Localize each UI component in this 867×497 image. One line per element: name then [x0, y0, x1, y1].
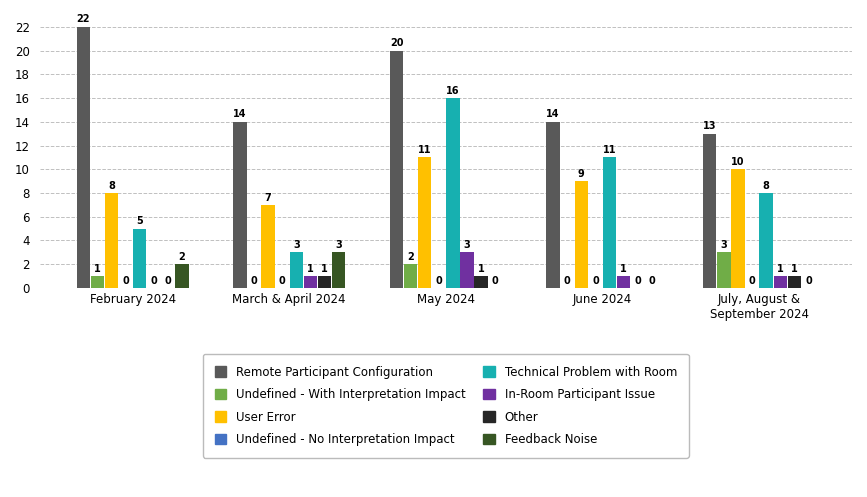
Text: 0: 0: [122, 276, 129, 286]
Text: 14: 14: [233, 109, 247, 119]
Text: 1: 1: [94, 264, 101, 274]
Text: 0: 0: [492, 276, 499, 286]
Text: 0: 0: [564, 276, 570, 286]
Text: 0: 0: [435, 276, 442, 286]
Bar: [546, 122, 560, 288]
Bar: [133, 229, 147, 288]
Text: 1: 1: [321, 264, 328, 274]
Bar: [332, 252, 345, 288]
Bar: [418, 158, 432, 288]
Bar: [759, 193, 772, 288]
Bar: [617, 276, 630, 288]
Text: 1: 1: [307, 264, 314, 274]
Text: 0: 0: [592, 276, 599, 286]
Text: 11: 11: [603, 145, 616, 155]
Text: 0: 0: [251, 276, 257, 286]
Text: 7: 7: [264, 192, 271, 202]
Text: 9: 9: [578, 169, 584, 179]
Text: 0: 0: [649, 276, 655, 286]
Bar: [175, 264, 189, 288]
Text: 8: 8: [763, 180, 770, 191]
Text: 3: 3: [336, 240, 342, 250]
Text: 8: 8: [108, 180, 115, 191]
Text: 0: 0: [165, 276, 172, 286]
Text: 3: 3: [293, 240, 300, 250]
Bar: [390, 51, 403, 288]
Bar: [460, 252, 473, 288]
Bar: [603, 158, 616, 288]
Text: 1: 1: [791, 264, 798, 274]
Bar: [773, 276, 787, 288]
Text: 22: 22: [76, 14, 90, 24]
Text: 3: 3: [720, 240, 727, 250]
Text: 1: 1: [478, 264, 485, 274]
Text: 0: 0: [150, 276, 157, 286]
Text: 0: 0: [749, 276, 755, 286]
Text: 13: 13: [703, 121, 716, 131]
Bar: [474, 276, 488, 288]
Bar: [290, 252, 303, 288]
Bar: [303, 276, 317, 288]
Text: 5: 5: [136, 216, 143, 226]
Bar: [447, 98, 460, 288]
Text: 0: 0: [805, 276, 812, 286]
Legend: Remote Participant Configuration, Undefined - With Interpretation Impact, User E: Remote Participant Configuration, Undefi…: [203, 354, 689, 458]
Text: 0: 0: [635, 276, 641, 286]
Text: 20: 20: [390, 38, 403, 48]
Bar: [731, 169, 745, 288]
Bar: [404, 264, 417, 288]
Bar: [262, 205, 275, 288]
Text: 11: 11: [418, 145, 432, 155]
Bar: [703, 134, 716, 288]
Bar: [76, 27, 90, 288]
Text: 16: 16: [447, 85, 460, 96]
Bar: [91, 276, 104, 288]
Text: 2: 2: [407, 252, 414, 262]
Bar: [233, 122, 246, 288]
Text: 10: 10: [731, 157, 745, 167]
Bar: [105, 193, 118, 288]
Bar: [318, 276, 331, 288]
Text: 1: 1: [620, 264, 627, 274]
Text: 2: 2: [179, 252, 186, 262]
Bar: [575, 181, 588, 288]
Text: 1: 1: [777, 264, 784, 274]
Bar: [788, 276, 801, 288]
Text: 14: 14: [546, 109, 560, 119]
Text: 0: 0: [279, 276, 285, 286]
Text: 3: 3: [464, 240, 471, 250]
Bar: [717, 252, 731, 288]
